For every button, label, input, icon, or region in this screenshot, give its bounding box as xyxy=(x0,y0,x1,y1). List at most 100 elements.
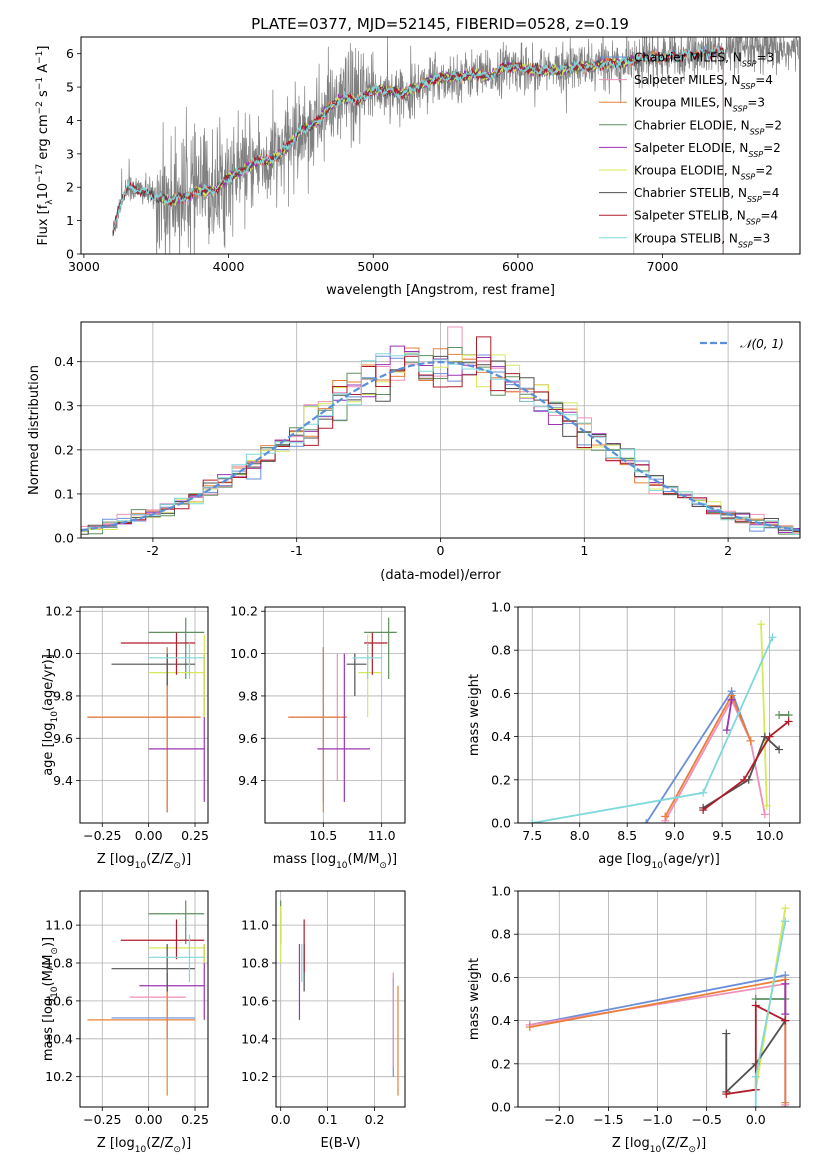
weight-line xyxy=(702,735,780,809)
errorbar-point xyxy=(352,643,382,679)
y-tick-label: 0.2 xyxy=(54,442,74,457)
y-tick-label: 0.2 xyxy=(491,772,511,787)
plot-area xyxy=(525,904,790,1107)
x-axis-label-part: ⊙ xyxy=(173,1145,181,1155)
plot-area xyxy=(87,617,205,813)
legend-label: Salpeter STELIB, NSSP=4 xyxy=(634,209,778,227)
x-tick-label: −1.0 xyxy=(642,1112,672,1127)
mass-weight-vs-metallicity-panel: −2.0 −1.5 −1.0 −0.5 0.0 0.0 0.2 0.4 0.6 0.8 1.0 Z [… xyxy=(467,884,801,1155)
y-axis-label-part: −17 xyxy=(35,164,45,183)
errorbar-point xyxy=(111,653,196,686)
weight-line xyxy=(725,1020,787,1095)
legend-label-part: =3 xyxy=(756,51,774,65)
legend-label-sub: SSP xyxy=(748,149,763,158)
x-tick-label: 0 xyxy=(437,543,445,558)
weight-line xyxy=(532,636,774,823)
y-axis-label-part: (age/yr)] xyxy=(41,654,56,711)
legend-label-sub: SSP xyxy=(738,240,753,249)
y-tick-label: 0.8 xyxy=(491,643,511,658)
axes: 3000 4000 5000 6000 7000 0 1 2 3 4 5 6 wavelength [A… xyxy=(35,36,801,298)
x-tick-label: -2 xyxy=(147,543,159,558)
x-axis-label-part: Z [log xyxy=(97,852,135,867)
y-axis-label-part: −1 xyxy=(35,51,45,64)
histogram-kroupa-stelib xyxy=(81,353,800,535)
y-tick-label: 1 xyxy=(66,213,74,228)
legend-label-part: =3 xyxy=(753,231,771,245)
errorbar-point xyxy=(111,972,196,1039)
x-axis-label-part: (M/M xyxy=(348,852,380,867)
y-tick-label: 10.0 xyxy=(230,646,258,661)
x-axis-label-part: (age/yr)] xyxy=(663,852,720,867)
legend-label-part: =2 xyxy=(755,164,773,178)
x-tick-label: 3000 xyxy=(68,259,100,274)
x-axis-label: Z [log10(Z/Z⊙)] xyxy=(612,1136,706,1155)
x-axis-label-part: age [log xyxy=(598,852,651,867)
y-tick-label: 4 xyxy=(66,113,74,128)
x-axis-label-part: 10 xyxy=(651,861,663,871)
x-axis-label-part: 10 xyxy=(135,861,147,871)
y-tick-label: 0.2 xyxy=(491,1056,511,1071)
y-axis-label-part: ] xyxy=(36,46,51,51)
y-axis-label-part: 10 xyxy=(50,986,60,998)
legend-label: Salpeter ELODIE, NSSP=2 xyxy=(634,141,781,159)
age-vs-metallicity-panel: −0.25 0.00 0.259.49.69.810.010.2Z [log10(Z… xyxy=(41,604,209,871)
x-tick-label: 1 xyxy=(580,543,588,558)
axes: 0.0 0.1 0.2 10.2 10.4 10.6 10.8 11.0 E(B-V) xyxy=(241,890,406,1151)
model-line-kroupa-stelib xyxy=(112,46,724,254)
weight-marker xyxy=(525,1023,534,1032)
weight-line xyxy=(702,720,790,811)
y-tick-label: 9.8 xyxy=(238,688,258,703)
y-axis-label-part: age [log xyxy=(41,723,56,776)
y-tick-label: 10.2 xyxy=(241,1069,269,1084)
weight-marker xyxy=(722,1029,731,1038)
weight-series xyxy=(699,717,793,815)
legend-label-sub: SSP xyxy=(733,104,748,113)
axes-frame xyxy=(79,606,209,824)
weight-marker xyxy=(661,812,670,821)
weight-line xyxy=(754,921,787,1107)
legend-label: Chabrier ELODIE, NSSP=2 xyxy=(634,118,782,136)
legend-label: Salpeter MILES, NSSP=4 xyxy=(634,73,773,91)
weight-marker xyxy=(751,1001,760,1010)
normal-curve xyxy=(81,360,800,532)
errorbar-point xyxy=(120,632,196,675)
weight-marker xyxy=(751,1072,760,1081)
axes: -2 -1 0 1 2 0.0 0.1 0.2 0.3 0.4 (data-model)/error… xyxy=(27,321,801,583)
x-axis-label: (data-model)/error xyxy=(380,568,501,583)
x-tick-label: 10.0 xyxy=(756,828,784,843)
legend-label-part: Salpeter MILES, N xyxy=(634,73,741,87)
y-axis-label-part: λ xyxy=(45,199,55,205)
grid xyxy=(80,891,208,1107)
legend-label-sub: SSP xyxy=(747,195,762,204)
grid xyxy=(80,607,208,823)
weight-marker xyxy=(765,732,774,741)
y-axis-label: age [log10(age/yr)] xyxy=(41,654,60,776)
legend-label-sub: SSP xyxy=(750,127,765,136)
x-tick-label: 0.0 xyxy=(746,1112,766,1127)
y-axis-label: Flux [fλ10−17 erg cm−2 s−1 A−1] xyxy=(35,46,55,246)
legend-label-sub: SSP xyxy=(741,172,756,181)
y-tick-label: 10.6 xyxy=(241,993,269,1008)
x-tick-label: 0.2 xyxy=(365,1112,385,1127)
y-tick-label: 0.8 xyxy=(491,927,511,942)
y-tick-label: 0.6 xyxy=(491,970,511,985)
y-axis-label-part: Flux [f xyxy=(36,204,51,245)
errorbar-point xyxy=(358,634,382,718)
mass-weight-vs-age-panel: 7.5 8.0 8.5 9.0 9.5 10.0 0.0 0.2 0.4 0.6 0.8 1.0 age… xyxy=(467,600,801,871)
y-tick-label: 0 xyxy=(66,247,74,262)
grid xyxy=(265,607,405,823)
y-axis-label-part: −2 xyxy=(35,101,45,114)
x-tick-label: 7.5 xyxy=(522,828,542,843)
x-tick-label: −0.25 xyxy=(83,828,121,843)
y-axis-label: Normed distribution xyxy=(27,365,42,495)
grid xyxy=(276,891,405,1107)
legend-label-sub: SSP xyxy=(742,59,757,68)
weight-marker xyxy=(781,1098,790,1107)
legend: 𝒩(0, 1) xyxy=(700,337,784,351)
axes: 7.5 8.0 8.5 9.0 9.5 10.0 0.0 0.2 0.4 0.6 0.8 1.0 age… xyxy=(467,600,801,871)
grid xyxy=(518,606,800,824)
axes-frame xyxy=(264,606,406,824)
y-axis-label-part: )] xyxy=(41,937,56,947)
errorbar-point xyxy=(346,653,367,696)
